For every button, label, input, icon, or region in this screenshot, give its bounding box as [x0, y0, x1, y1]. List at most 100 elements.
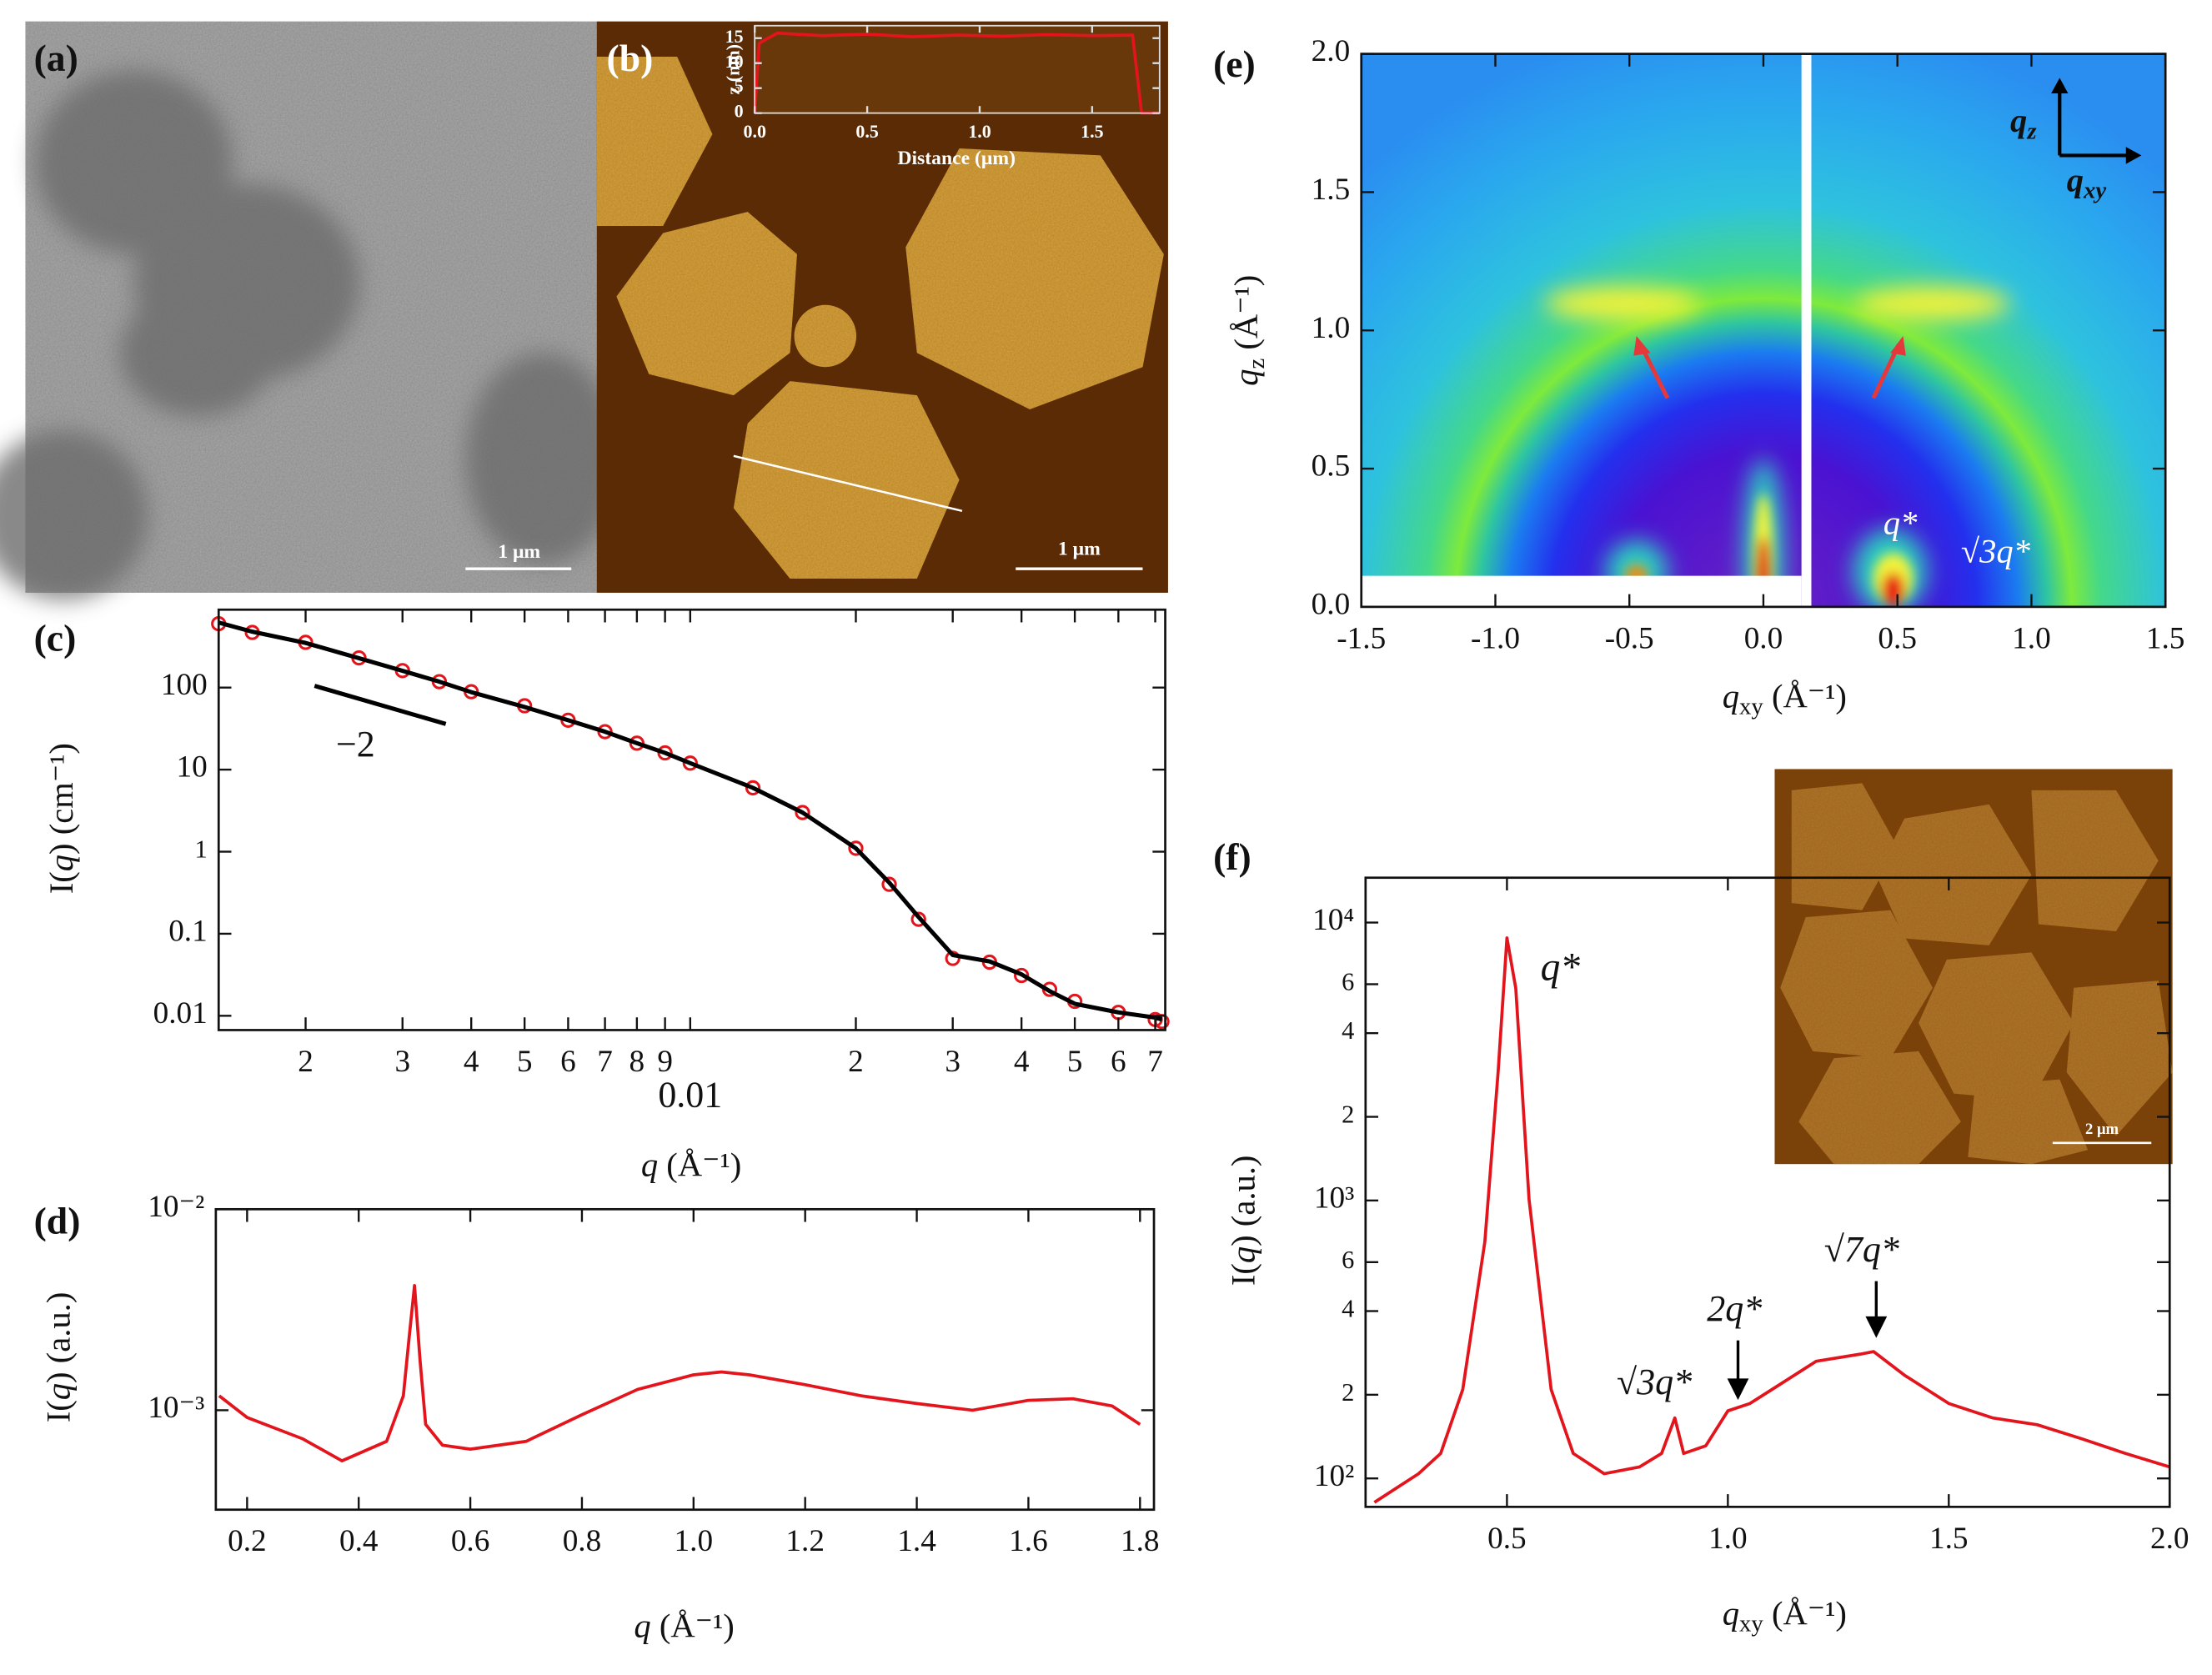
x-tick-label: 2 [848, 1045, 864, 1079]
data-line [218, 1284, 1141, 1462]
axis-label: qz (Å⁻¹) [1227, 275, 1269, 386]
x-tick-label: 1.2 [785, 1524, 825, 1558]
giwaxs-map [1361, 53, 2166, 607]
axis-label: qxy (Å⁻¹) [1723, 678, 1847, 720]
panel-label: (a) [34, 37, 78, 79]
data-point [745, 780, 761, 796]
x-tick-label: 1.0 [2012, 621, 2051, 655]
x-tick-label: 0.5 [1487, 1522, 1527, 1556]
axis-label: I(q) (cm⁻¹) [43, 743, 80, 894]
y-tick-label: 2 [1342, 1100, 1354, 1128]
data-point [1014, 967, 1030, 984]
chart: 0.2 0.4 0.6 0.8 1.0 1.2 1.4 1.6 1.8 10⁻³ 10⁻² [148, 1190, 1159, 1558]
panel-label: (f) [1213, 835, 1251, 878]
x-tick-label: 3 [394, 1045, 410, 1079]
x-tick-label: 1.6 [1009, 1524, 1048, 1558]
x-tick-label: 1.4 [897, 1524, 936, 1558]
axis-label: qxy (Å⁻¹) [1723, 1595, 1847, 1637]
panel-label: (d) [34, 1199, 81, 1241]
axis-label: Distance (μm) [897, 148, 1016, 169]
panel-label: (b) [607, 37, 654, 79]
slope-guide [313, 684, 447, 726]
axis-key: qxy [2067, 162, 2107, 203]
x-tick-label: 3 [945, 1045, 961, 1079]
y-tick-label: 10⁻³ [148, 1391, 204, 1425]
y-tick-label: 0.01 [153, 996, 208, 1031]
scale-bar-label: 1 μm [1058, 539, 1101, 560]
x-tick-label: 0.2 [228, 1524, 267, 1558]
y-tick-label: 1 [195, 835, 208, 863]
y-tick-label: 4 [1342, 1294, 1354, 1322]
y-tick-label: 10³ [1314, 1181, 1354, 1215]
axis-label: z (nm) [723, 44, 744, 94]
axis-label: I(q) (a.u.) [1225, 1156, 1262, 1286]
panel-label: (e) [1213, 43, 1256, 85]
panel-label: (c) [34, 617, 77, 659]
y-tick-label: 10 [177, 750, 208, 785]
x-tick-label: 6 [1111, 1045, 1126, 1079]
x-tick-label: 4 [464, 1045, 479, 1079]
x-tick-label: 2 [298, 1045, 313, 1079]
x-tick-label: 5 [517, 1045, 533, 1079]
x-tick-label: 1.5 [2146, 621, 2185, 655]
x-tick-label: 7 [1147, 1045, 1163, 1079]
panel-b-image: 1 μm [596, 21, 1168, 593]
data-point [682, 755, 698, 771]
y-tick-label: 10⁴ [1312, 903, 1354, 937]
x-tick-label: 7 [597, 1045, 613, 1079]
y-tick-label: 2.0 [1312, 34, 1351, 68]
x-tick-label: 9 [657, 1045, 673, 1079]
x-tick-label: 1.0 [968, 121, 991, 142]
x-tick-label: 1.8 [1121, 1524, 1160, 1558]
x-tick-label: 0.4 [339, 1524, 379, 1558]
y-tick-label: 6 [1342, 967, 1354, 995]
chart: 0.0 0.5 1.0 1.5 0 5 10 15 [725, 24, 1161, 142]
x-tick-label: 1.5 [1929, 1522, 1969, 1556]
x-tick-label: 0.5 [1878, 621, 1917, 655]
x-tick-label: -1.0 [1471, 621, 1520, 655]
data-point [881, 876, 897, 892]
x-tick-label: 4 [1014, 1045, 1030, 1079]
x-tick-label: 0.0 [743, 121, 765, 142]
y-tick-label: 0 [735, 101, 744, 122]
data-line [1373, 936, 2170, 1504]
data-line [753, 31, 1160, 115]
y-tick-label: 6 [1342, 1246, 1354, 1274]
x-tick-label: 0.6 [451, 1524, 490, 1558]
y-tick-label: 5 [735, 76, 744, 97]
x-tick-label: 0.01 [658, 1074, 722, 1115]
plot-frame [1364, 876, 2171, 1508]
annotation: −2 [336, 724, 375, 765]
x-tick-label: 8 [629, 1045, 645, 1079]
x-tick-label: -1.5 [1337, 621, 1386, 655]
annotation: 2q* [1707, 1288, 1762, 1329]
y-tick-label: 15 [725, 26, 744, 47]
data-point [910, 911, 926, 927]
y-tick-label: 0.1 [168, 914, 208, 948]
annotation: q* [1883, 504, 1918, 542]
plot-frame [214, 1207, 1156, 1512]
y-tick-label: 1.0 [1312, 311, 1351, 345]
x-tick-label: 1.0 [1708, 1522, 1748, 1556]
panel-a-image: 1 μm [0, 21, 621, 600]
axis-label: q (Å⁻¹) [634, 1607, 734, 1645]
x-tick-label: -0.5 [1605, 621, 1654, 655]
x-tick-label: 6 [560, 1045, 576, 1079]
x-tick-label: 0.5 [855, 121, 878, 142]
y-tick-label: 2 [1342, 1378, 1354, 1407]
panel-f-inset-image: 2 μm [1774, 769, 2173, 1165]
data-point [848, 840, 864, 856]
chart: -1.5 -1.0 -0.5 0.0 0.5 1.0 1.5 0.0 0.5 1.0 1.5 2.0 [1312, 34, 2185, 655]
axis-label: q (Å⁻¹) [641, 1146, 741, 1184]
x-tick-label: 0.0 [1744, 621, 1783, 655]
data-line [218, 620, 1163, 1022]
axis-label: I(q) (a.u.) [40, 1292, 78, 1423]
data-point [795, 805, 810, 820]
scale-bar-label: 2 μm [2085, 1121, 2119, 1138]
y-tick-label: 1.5 [1312, 173, 1351, 207]
y-tick-label: 10⁻² [148, 1190, 204, 1224]
chart: 0.5 1.0 1.5 2.0 10² 2 4 6 10³ 2 4 6 10⁴ [1312, 876, 2189, 1556]
y-tick-label: 10 [725, 51, 744, 72]
